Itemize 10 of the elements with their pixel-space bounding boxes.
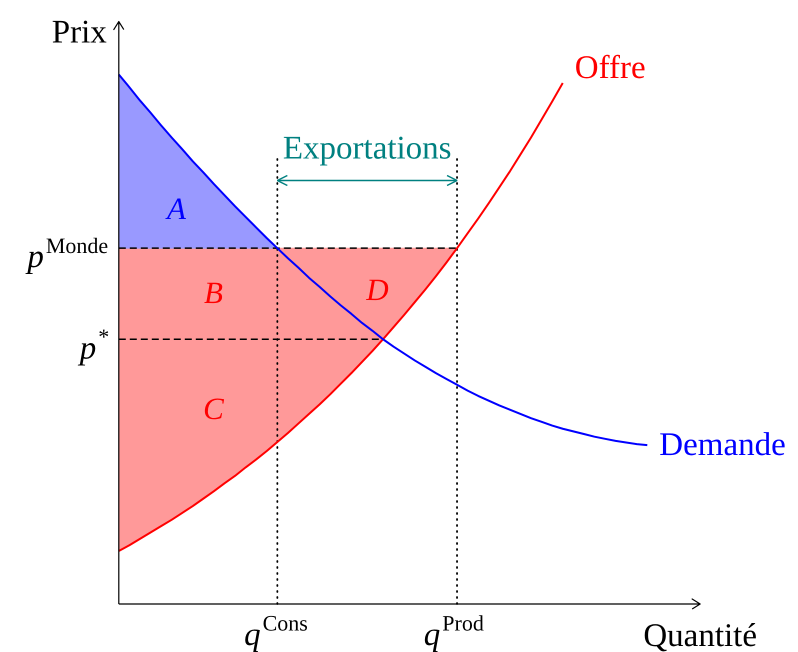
annotation: C <box>203 391 224 426</box>
series-label: Offre <box>574 50 646 86</box>
series-label: Demande <box>659 427 786 464</box>
annotation: B <box>204 275 224 310</box>
annotation: Exportations <box>282 130 452 166</box>
y-axis-title: Prix <box>52 14 108 51</box>
annotation: A <box>165 191 188 226</box>
annotation: D <box>365 272 389 307</box>
x-axis-title: Quantité <box>643 618 757 652</box>
ref-line-label: p* <box>78 324 110 366</box>
